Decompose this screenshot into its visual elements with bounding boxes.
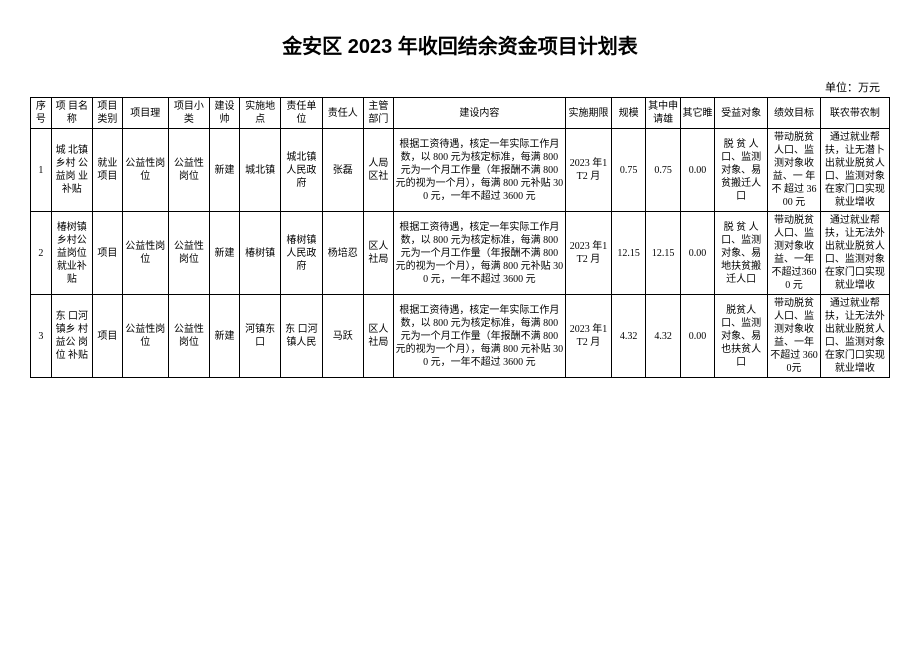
cell-category: 就业项目 xyxy=(92,129,122,212)
cell-seq: 2 xyxy=(31,212,52,295)
cell-dept: 区人社局 xyxy=(363,295,393,378)
cell-mechanism: 通过就业帮扶，让无法外出就业脱贫人口、监测对象在家门口实现就业增收 xyxy=(820,212,889,295)
cell-subtype: 公益性岗位 xyxy=(168,295,209,378)
cell-period: 2023 年1T2 月 xyxy=(566,295,612,378)
h-seq: 序号 xyxy=(31,98,52,129)
cell-performance: 带动脱贫人口、监测对象收益、一 年 不 超过 3600 元 xyxy=(768,129,821,212)
cell-seq: 1 xyxy=(31,129,52,212)
cell-resp-person: 张磊 xyxy=(322,129,363,212)
cell-other: 0.00 xyxy=(680,212,714,295)
table-body: 1 城 北镇 乡村 公益岗 业补贴 就业项目 公益性岗位 公益性岗位 新建 城北… xyxy=(31,129,890,378)
h-other: 其它睢 xyxy=(680,98,714,129)
h-location: 实施地点 xyxy=(239,98,280,129)
cell-location: 椿树镇 xyxy=(239,212,280,295)
h-beneficiary: 受益对象 xyxy=(715,98,768,129)
table-row: 1 城 北镇 乡村 公益岗 业补贴 就业项目 公益性岗位 公益性岗位 新建 城北… xyxy=(31,129,890,212)
cell-category: 项目 xyxy=(92,212,122,295)
h-dept: 主管部门 xyxy=(363,98,393,129)
h-build: 建设帅 xyxy=(210,98,240,129)
h-period: 实施期限 xyxy=(566,98,612,129)
cell-scale: 12.15 xyxy=(611,212,645,295)
unit-label: 单位：万元 xyxy=(30,79,890,95)
cell-performance: 带动脱贫人口、监测对象收益、一年 不超过 3600元 xyxy=(768,295,821,378)
h-resp-unit: 责任单位 xyxy=(281,98,322,129)
cell-subtype: 公益性岗位 xyxy=(168,212,209,295)
cell-resp-unit: 东 口河 镇人民 xyxy=(281,295,322,378)
cell-type: 公益性岗位 xyxy=(122,295,168,378)
cell-build: 新建 xyxy=(210,295,240,378)
h-scale: 规模 xyxy=(611,98,645,129)
cell-apply: 0.75 xyxy=(646,129,680,212)
h-mechanism: 联农带农制 xyxy=(820,98,889,129)
cell-scale: 0.75 xyxy=(611,129,645,212)
cell-mechanism: 通过就业帮扶，让无法外出就业脱贫人口、监测对象在家门口实现就业增收 xyxy=(820,295,889,378)
cell-location: 城北镇 xyxy=(239,129,280,212)
cell-content: 根据工资待遇，核定一年实际工作月数，以 800 元为核定标准，每满 800 元为… xyxy=(393,129,565,212)
cell-content: 根据工资待遇，核定一年实际工作月数，以 800 元为核定标准，每满 800 元为… xyxy=(393,212,565,295)
cell-mechanism: 通过就业帮扶，让无潜卜出就业脱贫人口、监测对象在家门口实现就业增收 xyxy=(820,129,889,212)
cell-content: 根据工资待遇，核定一年实际工作月数，以 800 元为核定标准，每满 800 元为… xyxy=(393,295,565,378)
cell-location: 河镇东口 xyxy=(239,295,280,378)
cell-beneficiary: 脱贫人口、监测对象、易也扶贫人口 xyxy=(715,295,768,378)
cell-other: 0.00 xyxy=(680,295,714,378)
h-resp-person: 责任人 xyxy=(322,98,363,129)
cell-resp-unit: 椿树镇人民政府 xyxy=(281,212,322,295)
cell-beneficiary: 脱 贫 人口、监测对象、易贫搬迁人口 xyxy=(715,129,768,212)
cell-type: 公益性岗位 xyxy=(122,212,168,295)
cell-resp-person: 杨培忍 xyxy=(322,212,363,295)
cell-period: 2023 年1T2 月 xyxy=(566,212,612,295)
cell-build: 新建 xyxy=(210,129,240,212)
cell-type: 公益性岗位 xyxy=(122,129,168,212)
cell-seq: 3 xyxy=(31,295,52,378)
h-apply: 其中申请雄 xyxy=(646,98,680,129)
header-row: 序号 项 目名称 项目类别 项目理 项目小类 建设帅 实施地点 责任单位 责任人… xyxy=(31,98,890,129)
cell-beneficiary: 脱 贫 人口、监测对象、易地扶贫搬迁人口 xyxy=(715,212,768,295)
cell-name: 椿树镇乡村公益岗位就业补贴 xyxy=(51,212,92,295)
table-row: 2 椿树镇乡村公益岗位就业补贴 项目 公益性岗位 公益性岗位 新建 椿树镇 椿树… xyxy=(31,212,890,295)
cell-period: 2023 年1T2 月 xyxy=(566,129,612,212)
cell-other: 0.00 xyxy=(680,129,714,212)
cell-apply: 4.32 xyxy=(646,295,680,378)
cell-scale: 4.32 xyxy=(611,295,645,378)
h-content: 建设内容 xyxy=(393,98,565,129)
plan-table: 序号 项 目名称 项目类别 项目理 项目小类 建设帅 实施地点 责任单位 责任人… xyxy=(30,97,890,378)
cell-resp-unit: 城北镇人民政府 xyxy=(281,129,322,212)
h-name: 项 目名称 xyxy=(51,98,92,129)
cell-subtype: 公益性岗位 xyxy=(168,129,209,212)
h-type: 项目理 xyxy=(122,98,168,129)
h-performance: 绩效目标 xyxy=(768,98,821,129)
cell-name: 东 口河镇乡 村益公 岗位 补贴 xyxy=(51,295,92,378)
cell-performance: 带动脱贫人口、监测对象收益、一年不超过3600 元 xyxy=(768,212,821,295)
cell-category: 项目 xyxy=(92,295,122,378)
h-category: 项目类别 xyxy=(92,98,122,129)
cell-dept: 区人社局 xyxy=(363,212,393,295)
cell-name: 城 北镇 乡村 公益岗 业补贴 xyxy=(51,129,92,212)
page-title: 金安区 2023 年收回结余资金项目计划表 xyxy=(30,30,890,59)
cell-apply: 12.15 xyxy=(646,212,680,295)
cell-resp-person: 马跃 xyxy=(322,295,363,378)
h-subtype: 项目小类 xyxy=(168,98,209,129)
cell-dept: 人局区社 xyxy=(363,129,393,212)
table-row: 3 东 口河镇乡 村益公 岗位 补贴 项目 公益性岗位 公益性岗位 新建 河镇东… xyxy=(31,295,890,378)
cell-build: 新建 xyxy=(210,212,240,295)
